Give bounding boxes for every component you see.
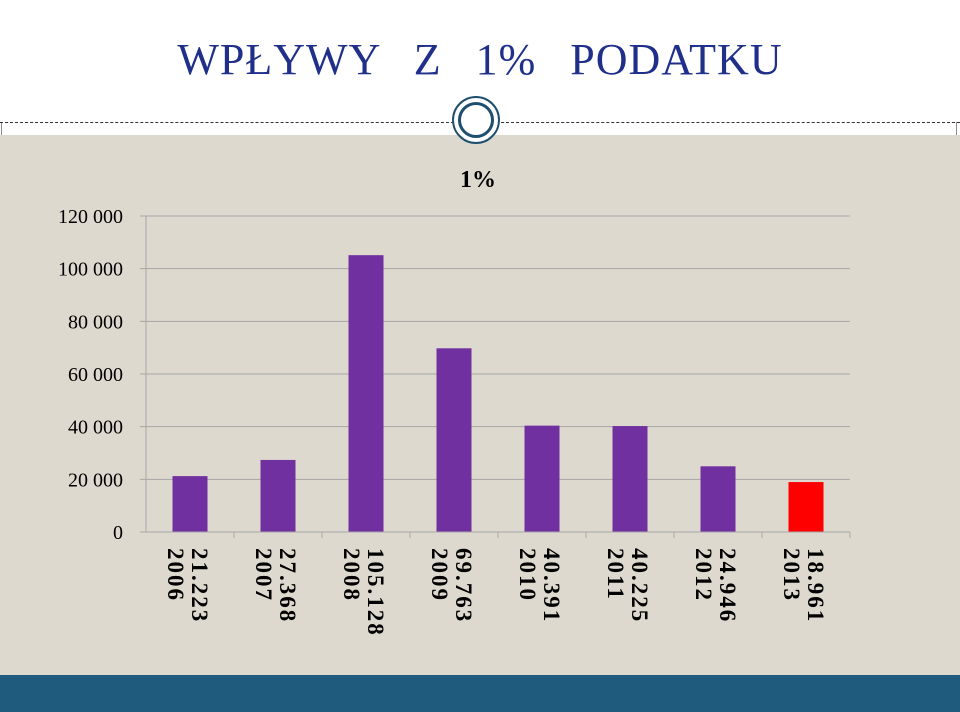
x-tick-value-label: 40.225	[627, 548, 652, 623]
bar-2012	[700, 466, 736, 532]
chart-gridlines	[146, 215, 850, 533]
x-tick-year-label: 2006	[163, 548, 188, 602]
bar-2008	[348, 255, 384, 532]
chart-title: 1%	[460, 167, 496, 193]
bar-2009	[436, 348, 472, 532]
y-tick-label: 100 000	[58, 259, 123, 281]
content-area	[0, 135, 960, 675]
slide-title: WPŁYWY Z 1% PODATKU	[177, 35, 783, 84]
x-tick-value-label: 69.763	[451, 548, 476, 623]
bar-2007	[260, 459, 296, 532]
x-tick-year-label: 2007	[251, 548, 276, 602]
y-tick-label: 60 000	[68, 364, 123, 386]
chart-bars	[172, 255, 824, 532]
bar-2006	[172, 476, 208, 532]
y-tick-label: 80 000	[68, 311, 123, 333]
y-tick-label: 120 000	[58, 206, 123, 228]
x-tick-year-label: 2010	[515, 548, 540, 602]
x-tick-value-label: 105.128	[363, 548, 388, 637]
x-tick-value-label: 40.391	[539, 548, 564, 623]
x-tick-value-label: 27.368	[275, 548, 300, 623]
x-tick-year-label: 2012	[691, 548, 716, 602]
footer-bar	[0, 675, 960, 712]
y-axis: 0 20 000 40 000 60 000 80 000 100 000 120 000	[58, 206, 147, 544]
x-tick-year-label: 2008	[339, 548, 364, 602]
x-tick-value-label: 18.961	[803, 548, 828, 623]
bar-2013	[788, 482, 824, 532]
x-tick-value-label: 24.946	[715, 548, 740, 623]
y-tick-label: 20 000	[68, 469, 123, 491]
bar-2011	[612, 426, 648, 532]
x-tick-year-label: 2011	[603, 548, 628, 601]
x-tick-year-label: 2009	[427, 548, 452, 602]
circle-ornament-icon	[452, 96, 500, 144]
y-tick-label: 40 000	[68, 417, 123, 439]
bar-2010	[524, 425, 560, 532]
y-tick-label: 0	[113, 522, 123, 544]
x-tick-value-label: 21.223	[187, 548, 212, 623]
x-tick-year-label: 2013	[779, 548, 804, 602]
